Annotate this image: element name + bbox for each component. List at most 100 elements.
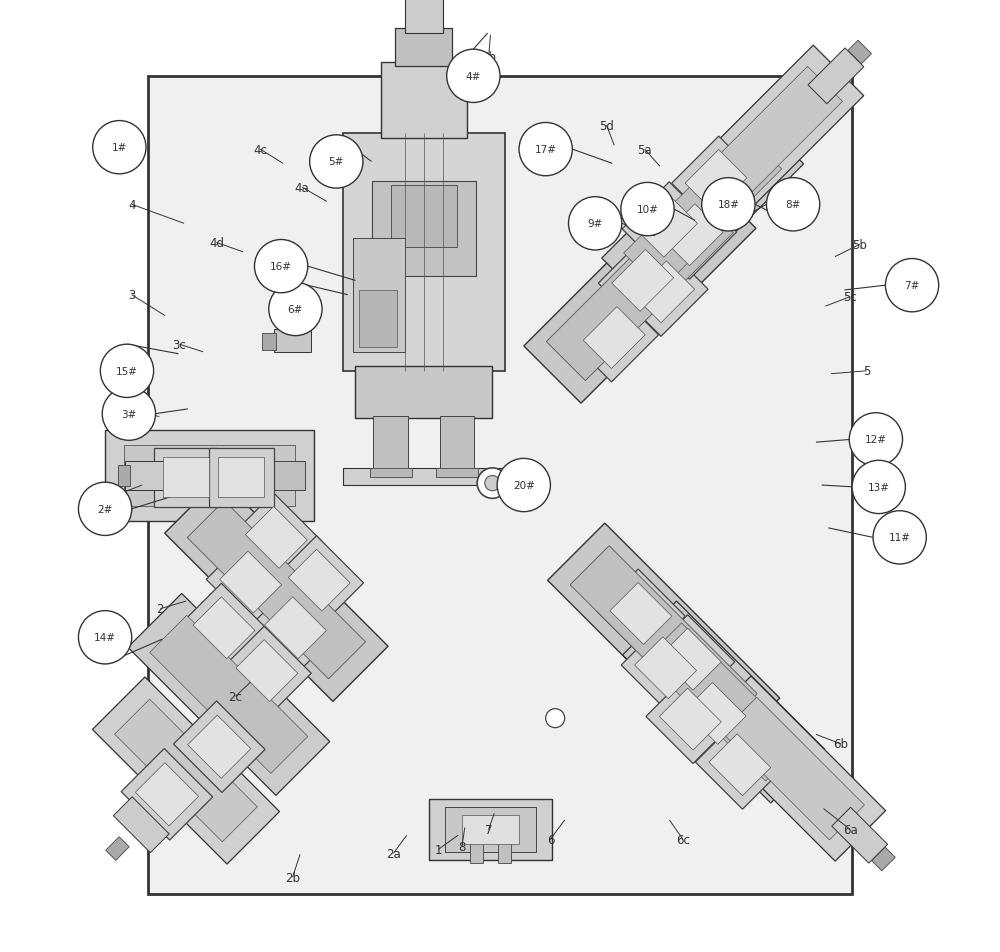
Bar (659, 688, 721, 750)
Text: 2a: 2a (386, 847, 401, 860)
Circle shape (102, 387, 156, 441)
Text: 17#: 17# (535, 145, 557, 155)
Bar (275, 536, 364, 625)
Bar (405, 0, 443, 34)
Text: 3: 3 (128, 288, 135, 302)
Bar (623, 602, 825, 803)
Bar (372, 181, 476, 276)
Bar (106, 837, 129, 861)
Bar (128, 594, 330, 796)
Text: 3a: 3a (105, 490, 120, 504)
Circle shape (885, 259, 939, 312)
Circle shape (100, 345, 154, 398)
Bar (701, 676, 886, 862)
Text: 4d: 4d (209, 237, 224, 249)
Text: 6c: 6c (676, 833, 690, 845)
Text: 5: 5 (863, 365, 870, 378)
Bar (343, 134, 505, 371)
Bar (636, 196, 697, 258)
Bar (165, 479, 388, 702)
Bar (245, 506, 307, 568)
Circle shape (485, 476, 500, 491)
Bar (125, 462, 177, 490)
Text: 3#: 3# (121, 409, 137, 419)
Circle shape (766, 178, 820, 231)
Bar (695, 721, 784, 809)
Text: 3b: 3b (124, 405, 139, 418)
Bar (187, 501, 366, 679)
Bar (105, 431, 314, 521)
Circle shape (702, 178, 755, 231)
Bar (635, 637, 697, 699)
Bar (598, 237, 687, 326)
Text: 7#: 7# (904, 281, 920, 291)
Bar (685, 150, 747, 212)
Text: 11#: 11# (889, 533, 911, 543)
Text: 1: 1 (434, 843, 442, 856)
Bar (462, 815, 519, 843)
Text: 6b: 6b (833, 738, 848, 750)
Bar (391, 186, 457, 248)
Bar (163, 458, 209, 498)
Bar (645, 624, 803, 782)
Bar (436, 468, 478, 478)
Bar (429, 799, 552, 861)
Bar (373, 416, 408, 471)
Circle shape (621, 183, 674, 236)
Text: 15#: 15# (116, 367, 138, 376)
Bar (232, 493, 321, 583)
Bar (236, 640, 298, 702)
Text: 2c: 2c (229, 690, 242, 703)
Circle shape (78, 611, 132, 664)
Text: 4b: 4b (481, 51, 496, 64)
Bar (174, 702, 265, 793)
Bar (596, 569, 685, 658)
Text: 3c: 3c (172, 338, 186, 351)
Text: 8: 8 (458, 841, 466, 853)
Bar (570, 546, 757, 733)
Bar (92, 677, 280, 864)
Circle shape (477, 468, 508, 499)
Text: 18#: 18# (717, 200, 739, 210)
Bar (700, 68, 843, 209)
Bar (612, 250, 674, 312)
Text: 6: 6 (547, 833, 554, 845)
Bar (206, 538, 295, 626)
Bar (124, 446, 295, 506)
Bar (343, 468, 505, 486)
Bar (524, 171, 756, 404)
Circle shape (78, 483, 132, 536)
Bar (671, 669, 759, 758)
Bar (619, 248, 708, 337)
Circle shape (852, 461, 905, 514)
Bar (150, 616, 308, 774)
Bar (222, 626, 311, 715)
Text: 5b: 5b (852, 239, 867, 251)
Bar (808, 49, 864, 105)
Bar (359, 290, 397, 347)
Bar (118, 466, 130, 486)
Text: 1#: 1# (112, 143, 127, 153)
Bar (180, 584, 268, 672)
Bar (440, 416, 474, 471)
Text: 5#: 5# (329, 157, 344, 168)
Bar (470, 829, 483, 863)
Text: 4a: 4a (295, 182, 309, 194)
Bar (370, 468, 412, 478)
Bar (251, 584, 340, 672)
Text: 6#: 6# (288, 305, 303, 315)
Bar (622, 183, 711, 271)
Bar (445, 806, 536, 852)
Bar (548, 524, 780, 756)
Circle shape (269, 283, 322, 336)
Bar (602, 110, 804, 312)
Bar (115, 700, 257, 842)
Bar (546, 194, 733, 381)
Bar (148, 77, 852, 894)
Text: 7: 7 (485, 823, 492, 836)
Bar (154, 448, 218, 507)
Text: 14#: 14# (94, 633, 116, 643)
Bar (220, 551, 282, 613)
Bar (218, 458, 264, 498)
Bar (570, 294, 659, 383)
